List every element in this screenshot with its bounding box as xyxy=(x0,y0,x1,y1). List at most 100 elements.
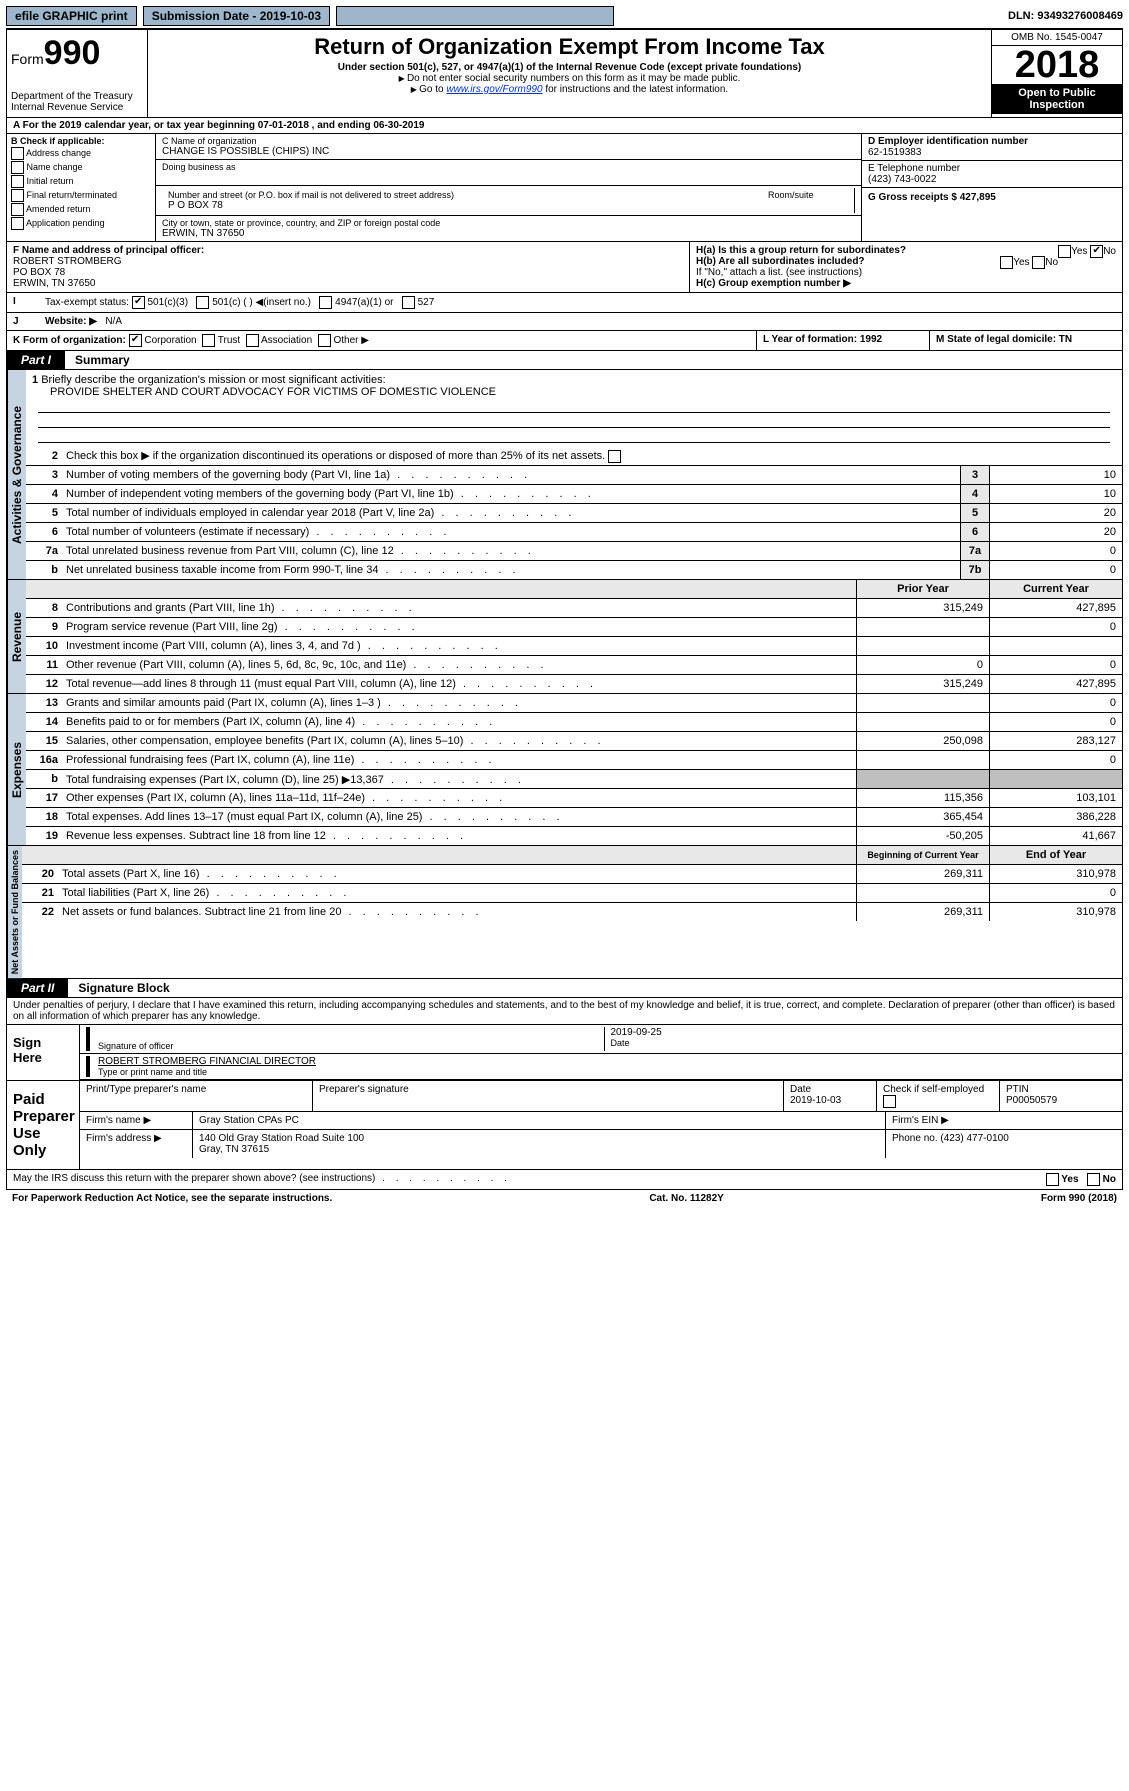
line-14: 14 Benefits paid to or for members (Part… xyxy=(26,713,1122,732)
line-b: b Net unrelated business taxable income … xyxy=(26,561,1122,579)
officer-name: ROBERT STROMBERG xyxy=(13,256,122,267)
gross-receipts: G Gross receipts $ 427,895 xyxy=(868,192,996,203)
paid-preparer-block: Paid Preparer Use Only Print/Type prepar… xyxy=(6,1081,1123,1170)
tax-exempt-row: I Tax-exempt status: 501(c)(3) 501(c) ( … xyxy=(6,293,1123,313)
prep-date-label: Date xyxy=(790,1084,811,1095)
firm-name-label: Firm's name ▶ xyxy=(80,1112,193,1129)
efile-button[interactable]: efile GRAPHIC print xyxy=(6,6,137,26)
tax-year: 2018 xyxy=(992,46,1122,84)
sig-date-label: Date xyxy=(611,1038,1117,1048)
part2-title: Signature Block xyxy=(68,981,169,995)
org-address: P O BOX 78 xyxy=(168,200,756,211)
ein-value: 62-1519383 xyxy=(868,147,1116,158)
form-subtitle: Under section 501(c), 527, or 4947(a)(1)… xyxy=(154,62,985,73)
addr-label: Number and street (or P.O. box if mail i… xyxy=(168,190,756,200)
website-row: J Website: ▶ N/A xyxy=(6,313,1123,331)
firm-addr: 140 Old Gray Station Road Suite 100 xyxy=(199,1133,364,1144)
irs-label: Internal Revenue Service xyxy=(11,102,143,113)
check-address-change[interactable]: Address change xyxy=(11,147,151,160)
org-city: ERWIN, TN 37650 xyxy=(162,228,855,239)
submission-date-button[interactable]: Submission Date - 2019-10-03 xyxy=(143,6,330,26)
discuss-row: May the IRS discuss this return with the… xyxy=(6,1170,1123,1190)
governance-block: Activities & Governance 1 Briefly descri… xyxy=(6,370,1123,580)
officer-group-row: F Name and address of principal officer:… xyxy=(6,242,1123,293)
tax-year-line: A For the 2019 calendar year, or tax yea… xyxy=(6,118,1123,134)
form990-link[interactable]: www.irs.gov/Form990 xyxy=(446,84,542,95)
sig-name-label: Type or print name and title xyxy=(98,1067,1116,1077)
org-info-block: B Check if applicable: Address change Na… xyxy=(6,134,1123,242)
phone-value: (423) 743-0022 xyxy=(868,174,1116,185)
check-final-return[interactable]: Final return/terminated xyxy=(11,189,151,202)
side-governance: Activities & Governance xyxy=(7,370,26,579)
website-label: Website: ▶ xyxy=(45,316,97,327)
check-corporation[interactable] xyxy=(129,334,142,347)
check-name-change[interactable]: Name change xyxy=(11,161,151,174)
line-21: 21 Total liabilities (Part X, line 26) 0 xyxy=(22,884,1122,903)
line-20: 20 Total assets (Part X, line 16) 269,31… xyxy=(22,865,1122,884)
blank-button[interactable] xyxy=(336,6,614,26)
ein-label: D Employer identification number xyxy=(868,136,1028,147)
line-9: 9 Program service revenue (Part VIII, li… xyxy=(26,618,1122,637)
org-name: CHANGE IS POSSIBLE (CHIPS) INC xyxy=(162,146,855,157)
mission-text: PROVIDE SHELTER AND COURT ADVOCACY FOR V… xyxy=(32,386,496,398)
side-revenue: Revenue xyxy=(7,580,26,693)
discuss-yes[interactable] xyxy=(1046,1173,1059,1186)
state-domicile: M State of legal domicile: TN xyxy=(936,334,1072,345)
year-formation: L Year of formation: 1992 xyxy=(763,334,882,345)
check-application-pending[interactable]: Application pending xyxy=(11,217,151,230)
part1-title: Summary xyxy=(65,353,130,367)
side-net: Net Assets or Fund Balances xyxy=(7,846,22,978)
check-self-employed[interactable] xyxy=(883,1095,896,1108)
check-amended[interactable]: Amended return xyxy=(11,203,151,216)
prior-year-header: Prior Year xyxy=(856,580,989,598)
line-6: 6 Total number of volunteers (estimate i… xyxy=(26,523,1122,542)
discuss-no[interactable] xyxy=(1087,1173,1100,1186)
form-rev: Form 990 (2018) xyxy=(1041,1193,1117,1204)
check-discontinued[interactable] xyxy=(608,450,621,463)
firm-addr2: Gray, TN 37615 xyxy=(199,1144,269,1155)
h-a-label: H(a) Is this a group return for subordin… xyxy=(696,245,906,256)
city-label: City or town, state or province, country… xyxy=(162,218,855,228)
officer-addr2: ERWIN, TN 37650 xyxy=(13,278,95,289)
line-8: 8 Contributions and grants (Part VIII, l… xyxy=(26,599,1122,618)
sig-officer-label: Signature of officer xyxy=(98,1041,604,1051)
firm-ein-label: Firm's EIN ▶ xyxy=(886,1112,1122,1129)
mission-label: Briefly describe the organization's miss… xyxy=(41,374,385,386)
line-12: 12 Total revenue—add lines 8 through 11 … xyxy=(26,675,1122,693)
goto-note: Go to www.irs.gov/Form990 for instructio… xyxy=(154,84,985,95)
paid-preparer-label: Paid Preparer Use Only xyxy=(7,1081,80,1169)
line-17: 17 Other expenses (Part IX, column (A), … xyxy=(26,789,1122,808)
check-527[interactable] xyxy=(402,296,415,309)
check-501c3[interactable] xyxy=(132,296,145,309)
begin-year-header: Beginning of Current Year xyxy=(856,846,989,864)
net-assets-block: Net Assets or Fund Balances Beginning of… xyxy=(6,846,1123,979)
check-trust[interactable] xyxy=(202,334,215,347)
check-association[interactable] xyxy=(246,334,259,347)
footer-note: For Paperwork Reduction Act Notice, see … xyxy=(6,1190,1123,1207)
h-b-label: H(b) Are all subordinates included? xyxy=(696,256,865,267)
preparer-sig-label: Preparer's signature xyxy=(313,1081,784,1111)
line-18: 18 Total expenses. Add lines 13–17 (must… xyxy=(26,808,1122,827)
check-4947[interactable] xyxy=(319,296,332,309)
sign-here-block: Sign Here Signature of officer 2019-09-2… xyxy=(6,1025,1123,1081)
self-employed-label: Check if self-employed xyxy=(877,1081,1000,1111)
phone-label: E Telephone number xyxy=(868,163,1116,174)
preparer-name-label: Print/Type preparer's name xyxy=(80,1081,313,1111)
ptin-value: P00050579 xyxy=(1006,1095,1057,1106)
check-initial-return[interactable]: Initial return xyxy=(11,175,151,188)
cat-no: Cat. No. 11282Y xyxy=(649,1193,723,1204)
check-501c[interactable] xyxy=(196,296,209,309)
sig-date: 2019-09-25 xyxy=(611,1027,1117,1038)
form-org-label: K Form of organization: xyxy=(13,335,126,346)
box-b-label: B Check if applicable: xyxy=(11,136,105,146)
line-22: 22 Net assets or fund balances. Subtract… xyxy=(22,903,1122,921)
line-11: 11 Other revenue (Part VIII, column (A),… xyxy=(26,656,1122,675)
part2-tab: Part II xyxy=(7,979,68,997)
current-year-header: Current Year xyxy=(989,580,1122,598)
check-other[interactable] xyxy=(318,334,331,347)
website-value: N/A xyxy=(105,316,122,327)
officer-label: F Name and address of principal officer: xyxy=(13,245,204,256)
h-c-label: H(c) Group exemption number ▶ xyxy=(696,278,851,289)
officer-addr1: PO BOX 78 xyxy=(13,267,65,278)
line2: Check this box ▶ if the organization dis… xyxy=(62,448,1122,464)
